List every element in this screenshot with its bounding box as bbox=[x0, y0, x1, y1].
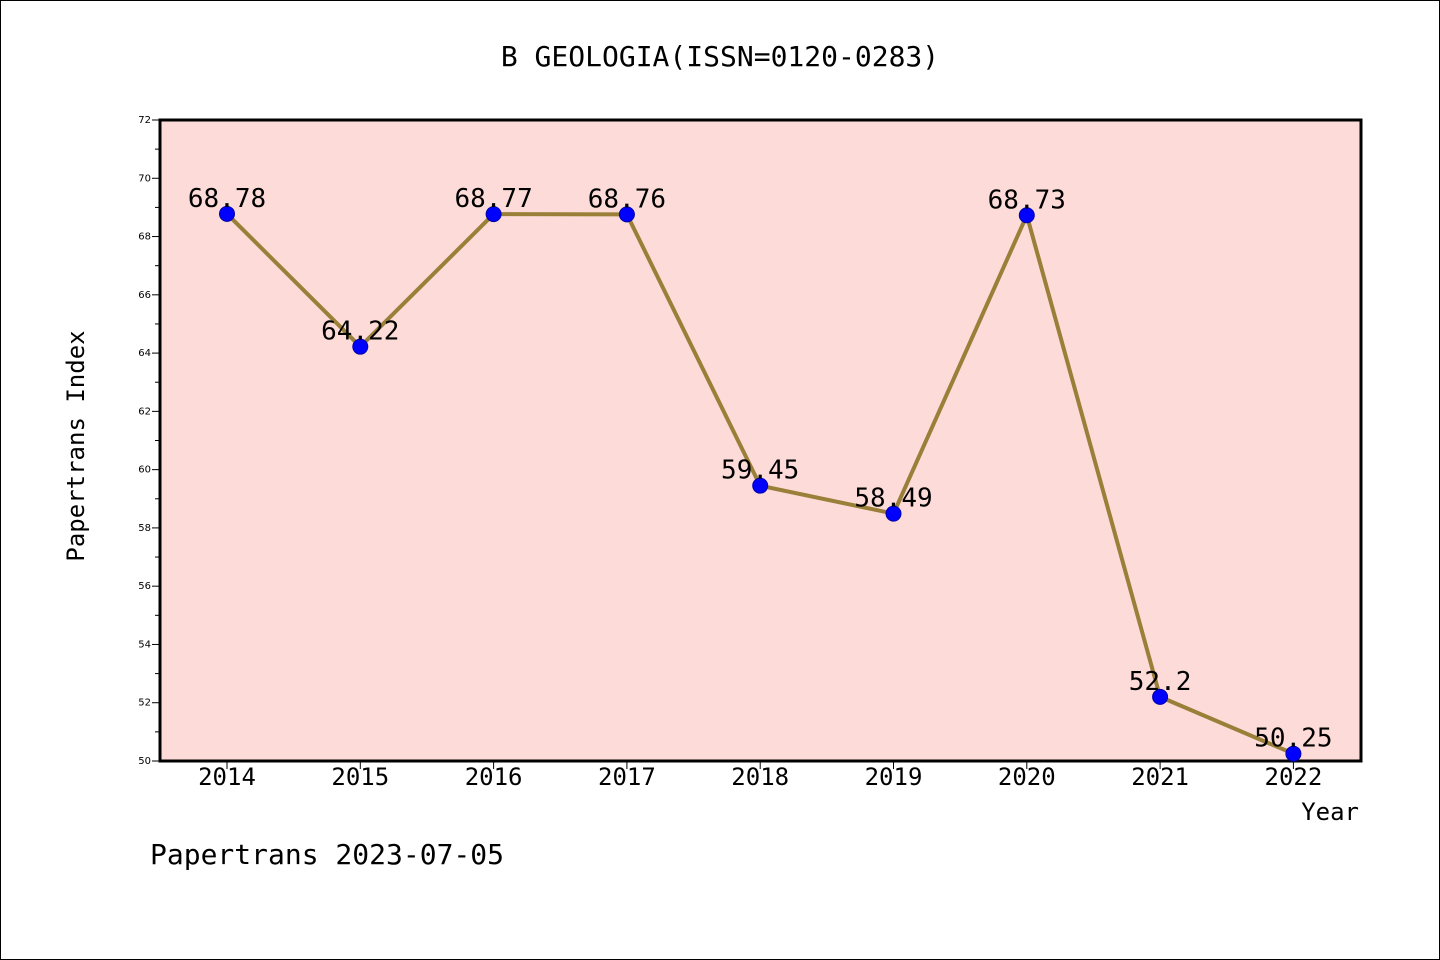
x-tick-label: 2022 bbox=[1265, 763, 1323, 791]
y-tick-label: 64 bbox=[138, 348, 151, 359]
data-label: 68.77 bbox=[454, 184, 532, 214]
x-tick-label: 2021 bbox=[1131, 763, 1189, 791]
y-tick-label: 50 bbox=[138, 756, 151, 767]
data-label: 68.78 bbox=[188, 184, 266, 214]
data-label: 52.2 bbox=[1129, 667, 1192, 697]
y-tick-label: 70 bbox=[138, 173, 151, 184]
x-tick-label: 2014 bbox=[198, 763, 256, 791]
data-label: 64.22 bbox=[321, 317, 399, 347]
y-axis: 50 52 54 56 58 60 62 64 66 68 70 72 bbox=[138, 115, 160, 767]
data-label: 59.45 bbox=[721, 456, 799, 486]
data-point bbox=[485, 206, 502, 223]
y-tick-label: 68 bbox=[138, 232, 151, 243]
x-tick-label: 2017 bbox=[598, 763, 656, 791]
x-tick-label: 2019 bbox=[865, 763, 923, 791]
y-tick-label: 56 bbox=[138, 581, 151, 592]
data-point bbox=[618, 206, 635, 223]
y-tick-label: 66 bbox=[138, 290, 151, 301]
data-point bbox=[219, 205, 235, 222]
x-tick-label: 2020 bbox=[998, 763, 1056, 791]
y-tick-label: 72 bbox=[138, 115, 151, 126]
x-axis-label: Year bbox=[1301, 798, 1359, 826]
x-tick-label: 2016 bbox=[465, 763, 523, 791]
y-tick-label: 62 bbox=[138, 406, 151, 417]
y-tick-label: 54 bbox=[138, 639, 151, 650]
data-label: 58.49 bbox=[854, 484, 932, 514]
plot-area bbox=[158, 118, 1363, 763]
data-point bbox=[752, 477, 769, 494]
data-point bbox=[885, 505, 902, 522]
y-axis-label: Papertrans Index bbox=[62, 330, 90, 561]
chart-title: B GEOLOGIA(ISSN=0120-0283) bbox=[501, 40, 939, 73]
footer-date: Papertrans 2023-07-05 bbox=[150, 838, 504, 871]
data-point bbox=[1018, 207, 1035, 224]
data-label: 68.73 bbox=[988, 185, 1066, 215]
x-tick-label: 2018 bbox=[731, 763, 789, 791]
x-tick-label: 2015 bbox=[331, 763, 389, 791]
data-label: 50.25 bbox=[1254, 724, 1332, 754]
data-point bbox=[1285, 745, 1302, 762]
y-tick-label: 60 bbox=[138, 465, 151, 476]
y-tick-label: 58 bbox=[138, 523, 151, 534]
x-axis: 2014 2015 2016 2017 2018 2019 2020 2021 2022 bbox=[198, 761, 1322, 791]
series-papertrans-index: 68.78 64.22 68.77 68.76 59.45 58.49 68.73 52.2 5… bbox=[188, 184, 1333, 762]
data-point bbox=[1152, 688, 1169, 705]
y-tick-label: 52 bbox=[138, 698, 151, 709]
data-point bbox=[352, 338, 369, 355]
data-label: 68.76 bbox=[588, 184, 666, 214]
